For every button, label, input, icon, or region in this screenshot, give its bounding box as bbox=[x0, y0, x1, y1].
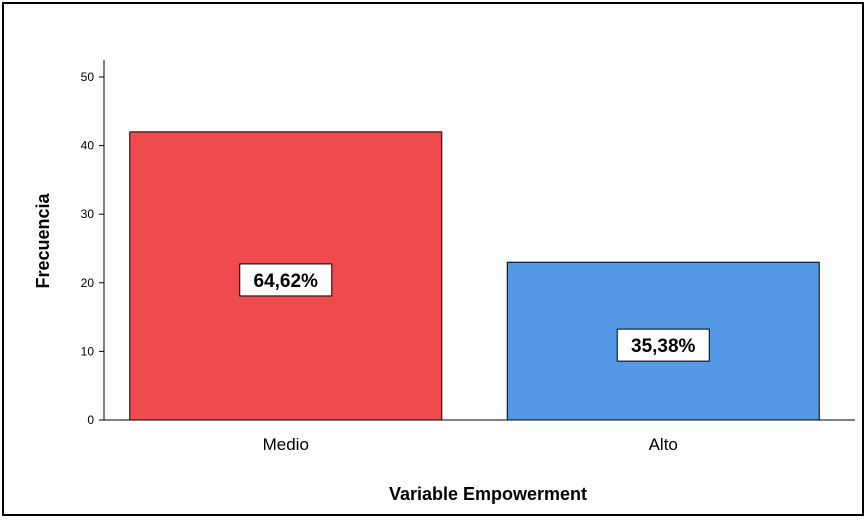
y-tick-label: 0 bbox=[87, 413, 94, 427]
data-label: 35,38% bbox=[631, 336, 696, 357]
y-tick-label: 30 bbox=[81, 207, 95, 221]
y-tick-label: 50 bbox=[81, 70, 95, 84]
data-label-box bbox=[239, 263, 333, 297]
y-tick-label: 40 bbox=[81, 139, 95, 153]
data-label-box bbox=[616, 328, 710, 362]
x-axis-category-labels: Medio Alto bbox=[263, 435, 678, 454]
data-labels: 64,62% 35,38% bbox=[239, 263, 710, 362]
y-tick-label: 10 bbox=[81, 344, 95, 358]
y-tick-label: 20 bbox=[81, 276, 95, 290]
x-axis-title: Variable Empowerment bbox=[389, 484, 587, 504]
bars bbox=[129, 131, 820, 421]
y-axis-ticks: 0 10 20 30 40 50 bbox=[81, 70, 104, 427]
data-label: 64,62% bbox=[254, 271, 319, 292]
x-category-label: Medio bbox=[263, 435, 309, 454]
x-category-label: Alto bbox=[649, 435, 678, 454]
y-axis-title: Frecuencia bbox=[33, 192, 53, 288]
